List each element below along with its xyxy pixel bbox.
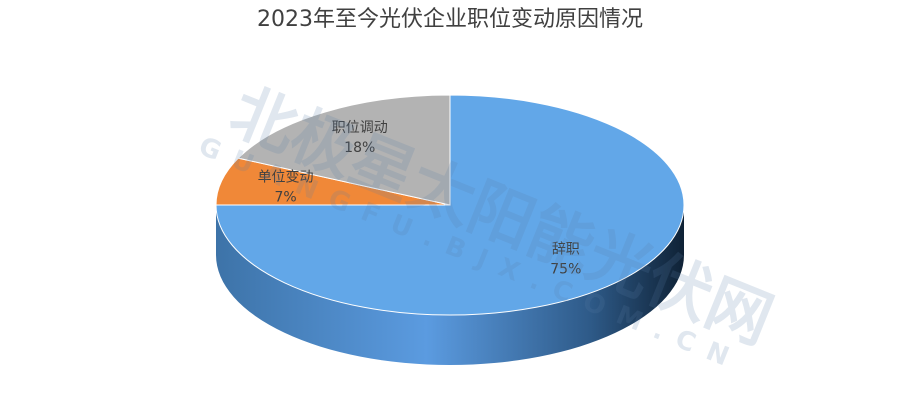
slice-label: 辞职 <box>552 241 580 257</box>
pie-slice <box>215 157 451 206</box>
slice-label: 职位调动 <box>332 120 388 136</box>
slice-value-label: 75% <box>550 261 581 277</box>
plot: 辞职 75% 单位变动 7% 职位调动 18% <box>215 94 685 365</box>
slice-value-label: 18% <box>344 140 375 156</box>
chart-title: 2023年至今光伏企业职位变动原因情况 <box>257 7 643 32</box>
pie-slice <box>237 94 451 206</box>
slice-label: 单位变动 <box>258 170 314 186</box>
pie-side <box>216 205 684 365</box>
slice-value-label: 7% <box>274 190 296 206</box>
